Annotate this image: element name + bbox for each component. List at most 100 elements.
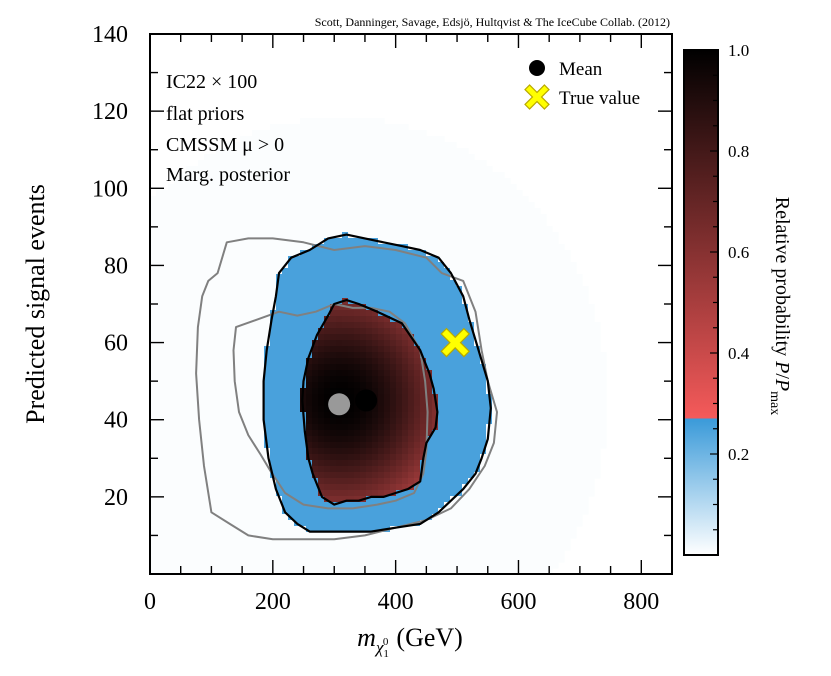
heatmap-cell [354,274,361,281]
heatmap-cell [570,508,577,515]
heatmap-cell [216,508,223,515]
heatmap-cell [150,298,157,305]
heatmap-cell [402,394,409,401]
heatmap-cell [180,304,187,311]
heatmap-cell [390,154,397,161]
heatmap-cell [150,514,157,521]
heatmap-cell [516,292,523,299]
heatmap-cell [192,520,199,527]
heatmap-cell [276,442,283,449]
heatmap-cell [252,232,259,239]
heatmap-cell [150,388,157,395]
heatmap-cell [234,340,241,347]
heatmap-cell [504,478,511,485]
heatmap-cell [450,352,457,359]
heatmap-cell [480,454,487,461]
heatmap-cell [330,490,337,497]
heatmap-cell [522,358,529,365]
heatmap-cell [216,430,223,437]
heatmap-cell [288,484,295,491]
heatmap-cell [480,268,487,275]
heatmap-cell [240,232,247,239]
heatmap-cell [534,436,541,443]
heatmap-cell [498,220,505,227]
heatmap-cell [498,364,505,371]
heatmap-cell [456,436,463,443]
heatmap-cell [198,358,205,365]
heatmap-cell [192,286,199,293]
heatmap-cell [432,406,439,413]
heatmap-cell [426,520,433,527]
heatmap-cell [300,340,307,347]
heatmap-cell [150,364,157,371]
heatmap-cell [498,454,505,461]
heatmap-cell [444,292,451,299]
heatmap-cell [366,520,373,527]
heatmap-cell [486,502,493,509]
heatmap-cell [468,316,475,323]
heatmap-cell [438,496,445,503]
heatmap-cell [438,520,445,527]
heatmap-cell [348,208,355,215]
heatmap-cell [432,160,439,167]
heatmap-cell [366,190,373,197]
heatmap-cell [252,196,259,203]
heatmap-cell [582,298,589,305]
heatmap-cell [462,460,469,467]
heatmap-cell [594,454,601,461]
heatmap-cell [450,550,457,557]
heatmap-cell [282,208,289,215]
heatmap-cell [462,322,469,329]
heatmap-cell [180,268,187,275]
heatmap-cell [240,190,247,197]
heatmap-cell [534,256,541,263]
heatmap-cell [420,160,427,167]
heatmap-cell [492,310,499,317]
heatmap-cell [162,460,169,467]
heatmap-cell [336,292,343,299]
heatmap-cell [408,238,415,245]
heatmap-cell [336,202,343,209]
heatmap-cell [396,160,403,167]
heatmap-cell [576,382,583,389]
heatmap-cell [240,478,247,485]
heatmap-cell [300,424,307,431]
heatmap-cell [330,172,337,179]
heatmap-cell [192,232,199,239]
heatmap-cell [516,322,523,329]
heatmap-cell [318,508,325,515]
heatmap-cell [372,508,379,515]
heatmap-cell [402,400,409,407]
heatmap-cell [318,208,325,215]
heatmap-cell [444,310,451,317]
heatmap-cell [498,190,505,197]
heatmap-cell [540,340,547,347]
heatmap-cell [558,358,565,365]
heatmap-cell [264,472,271,479]
heatmap-cell [420,334,427,341]
heatmap-cell [312,544,319,551]
heatmap-cell [486,334,493,341]
heatmap-cell [408,472,415,479]
heatmap-cell [186,478,193,485]
heatmap-cell [210,550,217,557]
heatmap-cell [216,292,223,299]
heatmap-cell [414,202,421,209]
heatmap-cell [288,346,295,353]
heatmap-cell [510,544,517,551]
heatmap-cell [210,556,217,563]
heatmap-cell [480,520,487,527]
heatmap-cell [294,526,301,533]
heatmap-cell [270,526,277,533]
heatmap-cell [168,466,175,473]
heatmap-cell [282,130,289,137]
heatmap-cell [522,298,529,305]
heatmap-cell [300,202,307,209]
heatmap-cell [336,184,343,191]
heatmap-cell [252,262,259,269]
heatmap-cell [504,358,511,365]
heatmap-cell [456,178,463,185]
heatmap-cell [486,286,493,293]
heatmap-cell [180,514,187,521]
heatmap-cell [312,178,319,185]
